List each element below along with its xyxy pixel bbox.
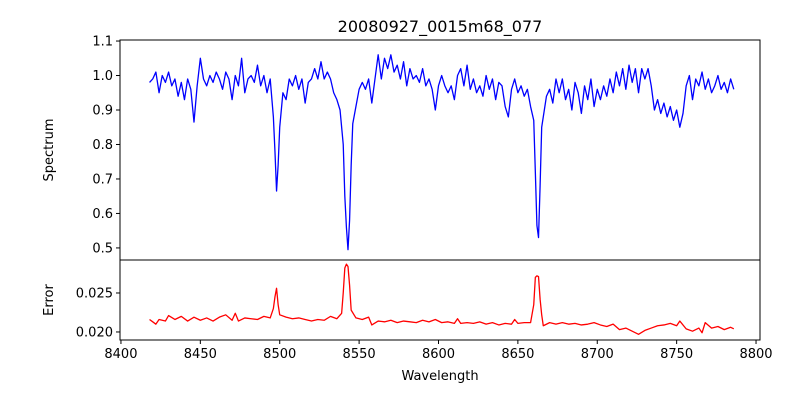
x-axis-label: Wavelength: [401, 369, 478, 384]
y-tick-label: 1.1: [92, 35, 113, 50]
y-tick-label: 1.0: [92, 69, 113, 84]
error-axes: 0.020 0.025 8400 8450 8500 8550 8600 8650 8700 87…: [76, 259, 773, 362]
x-tick-label: 8800: [739, 347, 772, 362]
y-tick-label: 0.025: [76, 286, 113, 301]
y-tick-label: 0.6: [92, 207, 113, 222]
error-axes-frame: [119, 259, 761, 341]
y-axis-label-error: Error: [42, 284, 57, 316]
x-tick-label: 8550: [343, 347, 376, 362]
y-tick-label: 0.020: [76, 325, 113, 340]
y-tick-label: 0.8: [92, 138, 113, 153]
x-tick-label: 8450: [184, 347, 217, 362]
chart-title: 20080927_0015m68_077: [338, 17, 543, 37]
y-axis-label-spectrum: Spectrum: [42, 119, 57, 182]
x-tick-label: 8500: [263, 347, 296, 362]
x-tick-label: 8400: [104, 347, 137, 362]
error-series-line: [149, 263, 735, 335]
x-tick-label: 8600: [422, 347, 455, 362]
y-tick-label: 0.7: [92, 172, 113, 187]
x-tick-label: 8700: [581, 347, 614, 362]
x-tick-label: 8650: [501, 347, 534, 362]
y-tick-label: 0.5: [92, 241, 113, 256]
spectrum-series-line: [149, 54, 735, 251]
x-tick-label: 8750: [660, 347, 693, 362]
y-tick-label: 0.9: [92, 104, 113, 119]
